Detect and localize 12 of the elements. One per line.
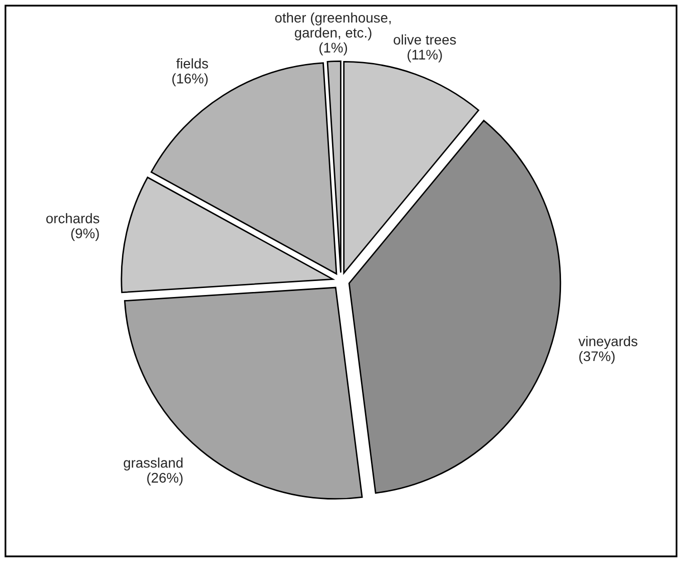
data-label: (37%) [579, 350, 615, 364]
data-label: (1%) [319, 42, 348, 56]
data-label: (11%) [408, 49, 442, 62]
slice-label: fields [176, 58, 208, 68]
slice-label: olive trees [394, 34, 456, 45]
slice-label: other (greenhouse, garden, etc.) [275, 12, 391, 40]
data-label: (9%) [71, 228, 99, 242]
slice-label: vineyards [578, 336, 638, 349]
data-label: (16%) [172, 73, 208, 86]
slice-label: grassland [124, 458, 183, 470]
slice-label: orchards [46, 213, 100, 224]
data-label: (26%) [147, 472, 183, 486]
